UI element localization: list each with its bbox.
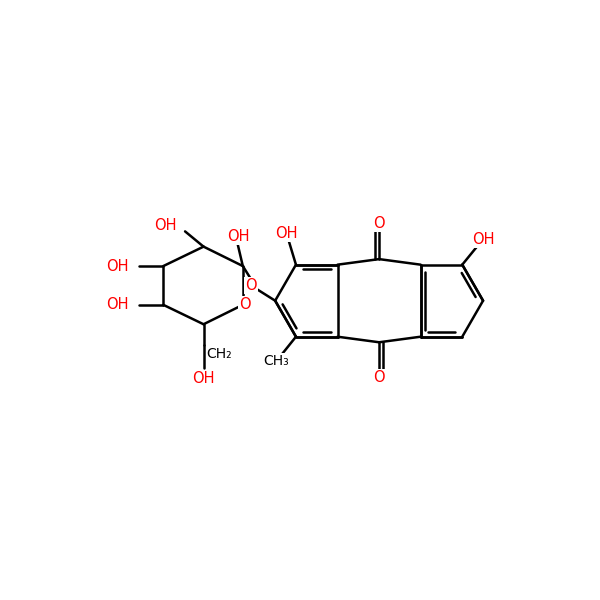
- Text: CH₃: CH₃: [263, 354, 289, 368]
- Text: OH: OH: [106, 259, 129, 274]
- Text: O: O: [245, 278, 257, 293]
- Text: OH: OH: [275, 226, 298, 241]
- Text: O: O: [373, 370, 385, 385]
- Text: OH: OH: [472, 232, 494, 247]
- Text: OH: OH: [193, 371, 215, 386]
- Text: O: O: [239, 298, 251, 313]
- Text: O: O: [373, 216, 385, 231]
- Text: OH: OH: [227, 229, 250, 244]
- Text: OH: OH: [154, 218, 177, 233]
- Text: CH₂: CH₂: [206, 347, 232, 361]
- Text: OH: OH: [106, 298, 129, 313]
